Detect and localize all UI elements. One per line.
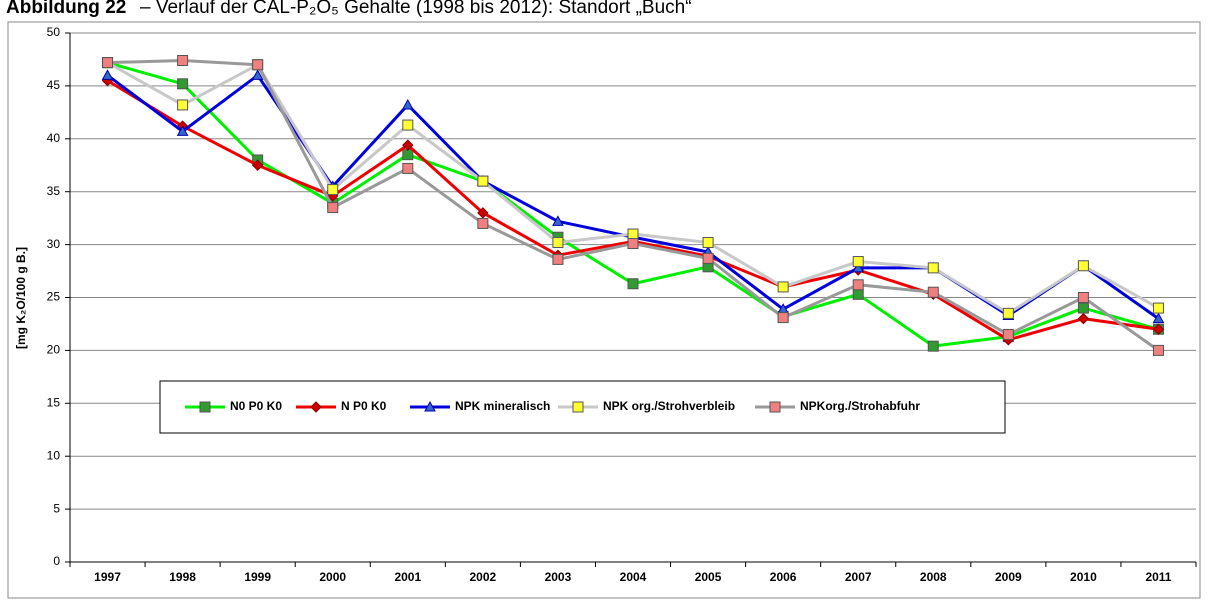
x-tick-label: 1997 [94,570,121,584]
data-point [1002,329,1014,341]
data-point [1152,302,1164,314]
data-point [477,175,489,187]
series-line [106,61,1160,315]
chart-title-label: Abbildung 22 [6,0,126,18]
legend-marker [769,401,781,413]
data-point [552,215,564,226]
data-point [777,312,789,324]
data-point [327,184,339,196]
legend-label: N P0 K0 [341,399,387,413]
legend-marker [310,401,322,413]
y-tick-label: 15 [47,395,61,409]
x-tick-label: 2010 [1070,570,1097,584]
x-tick-label: 2005 [695,570,722,584]
data-point [176,125,189,136]
y-tick-label: 45 [47,78,61,92]
data-point [852,256,864,268]
data-point [251,159,264,171]
y-tick-label: 20 [47,343,61,357]
data-point [401,98,414,110]
data-point [702,252,714,264]
data-point [251,69,264,80]
data-point [1077,302,1089,314]
data-point [1077,292,1089,303]
data-point [1152,344,1164,356]
y-tick-label: 0 [53,554,60,568]
x-tick-label: 2008 [920,570,947,584]
x-tick-label: 2001 [394,570,421,584]
data-point [852,279,864,291]
legend-marker [199,401,211,413]
x-tick-label: 1999 [244,570,271,584]
data-point [177,55,189,67]
data-point [477,217,489,229]
y-tick-label: 35 [47,184,61,198]
data-point [327,202,339,214]
x-tick-label: 2004 [620,570,647,584]
data-point [852,288,864,300]
data-point [177,78,189,90]
x-tick-label: 2011 [1145,570,1171,584]
legend-marker [424,400,436,412]
legend-label: NPK mineralisch [455,399,550,413]
y-tick-label: 10 [47,448,61,462]
data-point [1002,307,1014,319]
x-tick-label: 2002 [470,570,497,584]
y-tick-label: 40 [47,131,61,145]
data-point [927,286,939,298]
data-point [1152,323,1165,335]
series-line [107,61,1159,348]
chart-frame [7,21,1201,599]
legend-label: NPK org./Strohverbleib [603,399,735,413]
legend-label: NPKorg./Strohabfuhr [800,399,920,413]
data-point [1077,312,1090,325]
series-line [106,79,1159,342]
y-tick-label: 30 [47,237,61,251]
data-point [402,149,414,161]
data-point [852,261,865,273]
data-point [702,236,714,248]
y-tick-label: 50 [47,25,61,39]
y-axis-label: [mg K₂O/100 g B.] [14,247,28,349]
data-point [402,119,414,131]
data-point [402,139,414,151]
data-point [1077,260,1089,272]
data-point [627,278,639,290]
data-point [101,69,114,80]
data-point [927,262,939,274]
chart-title: – Verlauf der CAL-P₂O₅ Gehalte (1998 bis… [140,0,692,18]
y-tick-label: 5 [53,501,60,515]
legend-marker [572,401,584,413]
x-tick-label: 2003 [545,570,572,584]
data-point [477,207,489,219]
data-point [777,281,789,293]
x-tick-label: 2007 [845,570,872,584]
data-point [177,99,189,111]
legend-label: N0 P0 K0 [230,399,282,413]
y-tick-label: 25 [47,290,61,304]
x-tick-label: 1998 [169,570,196,584]
data-point [1152,312,1165,324]
data-point [927,340,939,352]
data-point [627,238,639,250]
x-tick-label: 2006 [770,570,797,584]
data-point [552,253,564,265]
data-point [552,236,564,248]
data-point [102,57,114,69]
series-line [107,59,1160,352]
data-point [252,59,264,71]
x-tick-label: 2009 [995,570,1022,584]
data-point [402,162,414,174]
x-tick-label: 2000 [319,570,346,584]
data-point [627,228,639,240]
